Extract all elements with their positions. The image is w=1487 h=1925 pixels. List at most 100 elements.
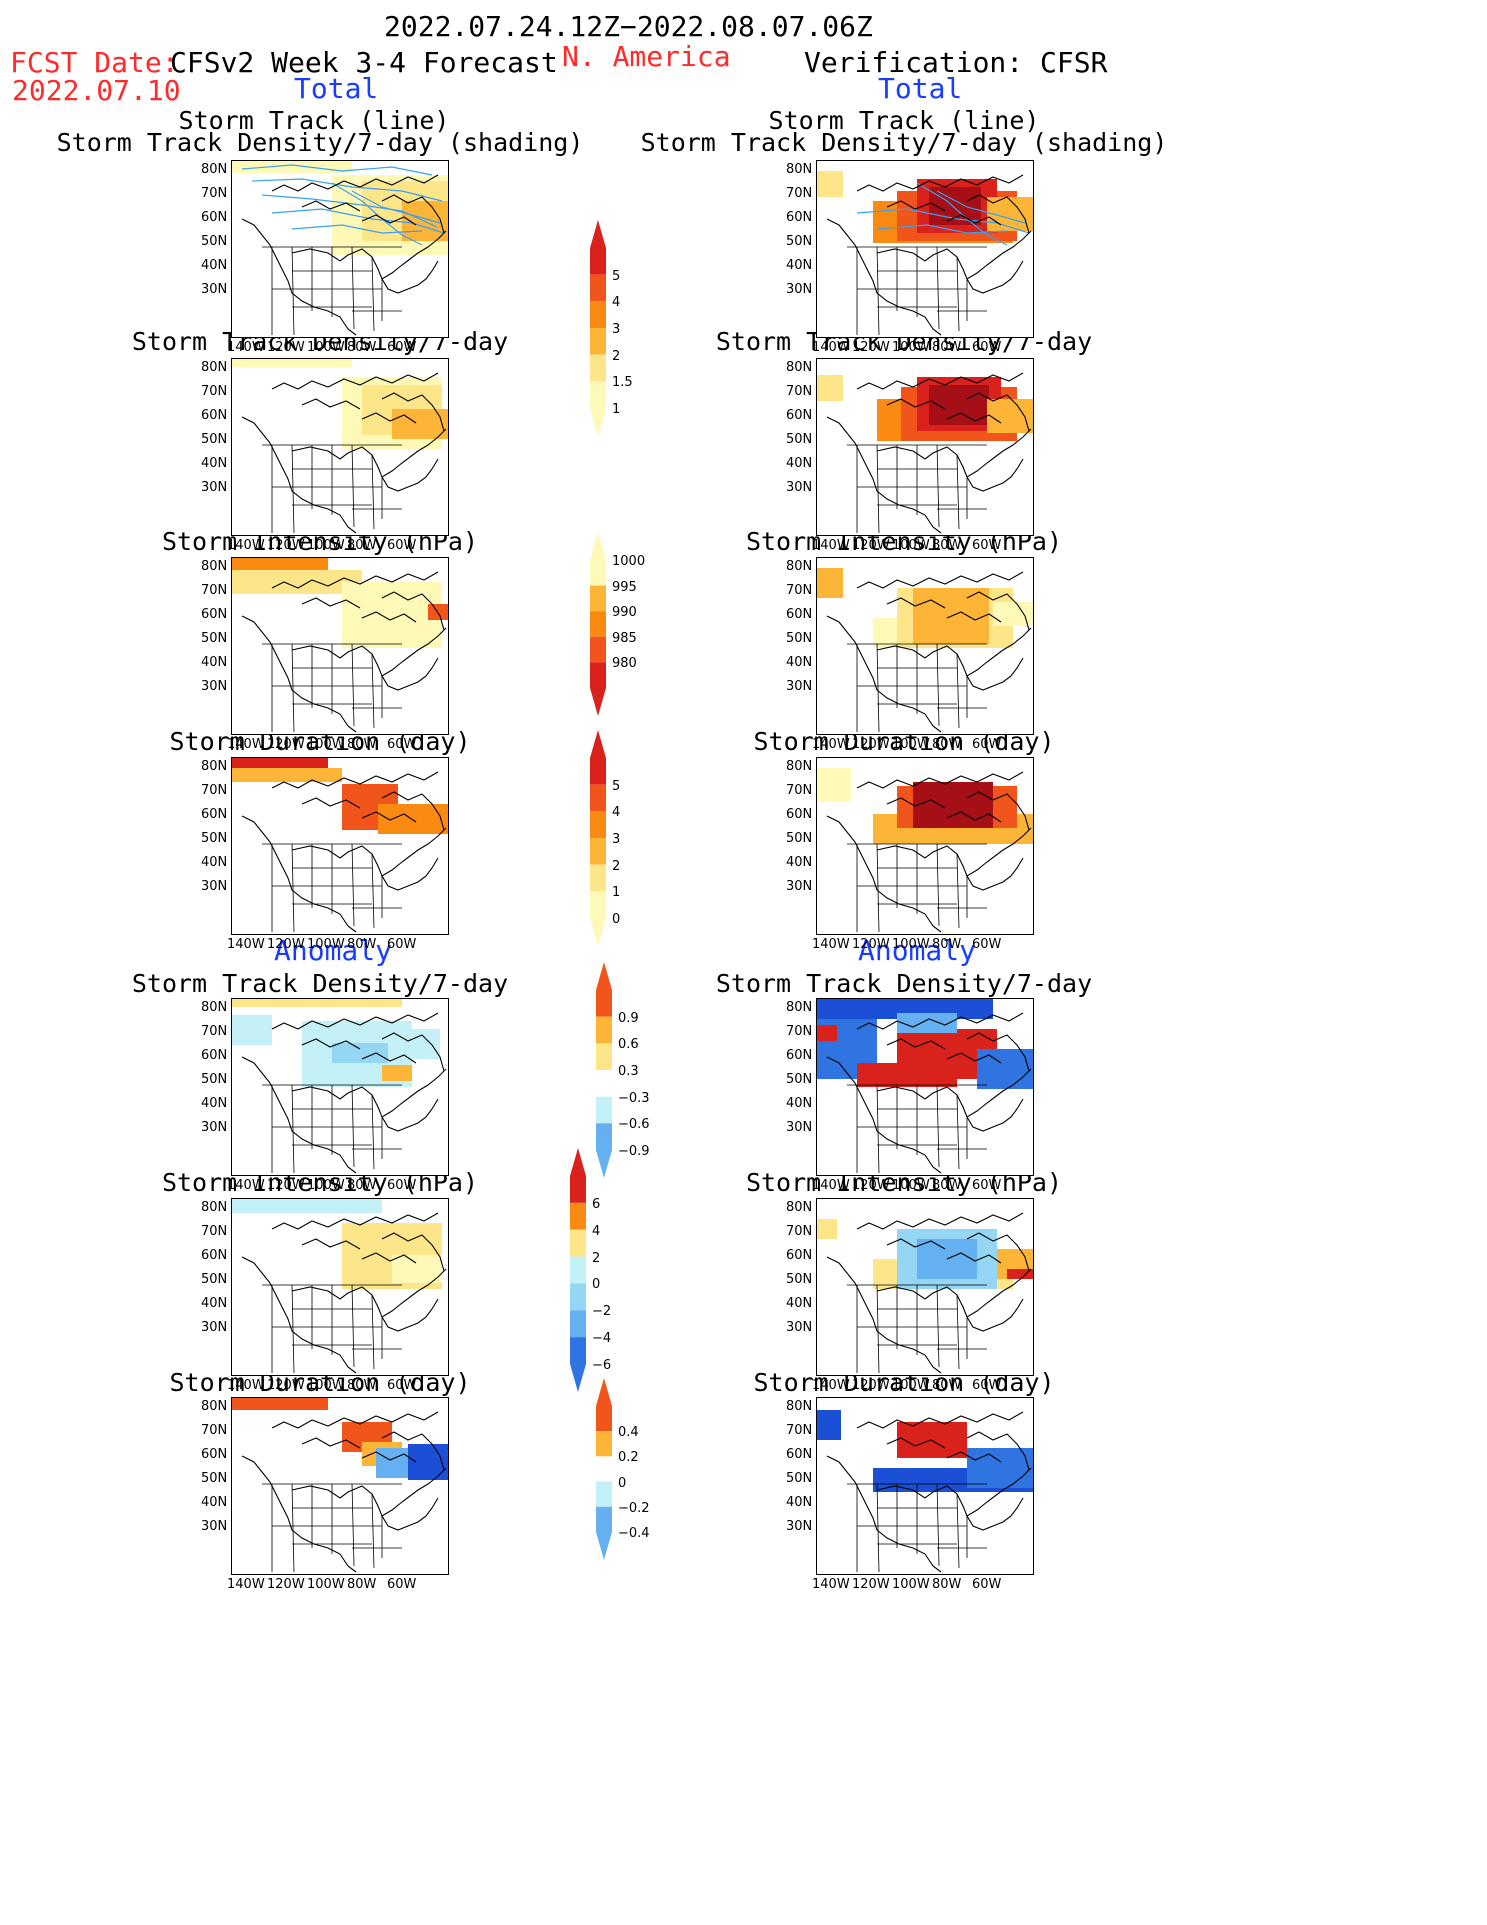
colorbar-anom-duration (594, 1376, 644, 1566)
colorbar-arrow (570, 1364, 586, 1392)
colorbar-swatch (596, 1431, 612, 1457)
coastline (241, 1212, 447, 1374)
lat-tick-label: 50N (786, 831, 813, 846)
lon-tick-label: 100W (307, 737, 345, 752)
colorbar-arrow (590, 688, 606, 716)
colorbar-swatch (570, 1283, 586, 1311)
colorbar-label: −4 (592, 1331, 612, 1347)
shade-cell (913, 782, 993, 828)
colorbar-swatch (570, 1256, 586, 1284)
lon-tick-label: 120W (852, 1378, 890, 1393)
shade-cell (977, 1049, 1033, 1089)
map-fcst-anom-density-plot (232, 999, 447, 1174)
lat-tick-label: 60N (786, 1048, 813, 1063)
lat-tick-label: 80N (786, 1399, 813, 1414)
colorbar-swatch (590, 301, 606, 328)
lon-tick-label: 100W (307, 340, 345, 355)
lat-tick-label: 50N (786, 432, 813, 447)
lat-tick-label: 40N (786, 855, 813, 870)
colorbar-label: 995 (612, 579, 637, 595)
lon-tick-label: 100W (892, 1378, 930, 1393)
lat-tick-label: 30N (786, 480, 813, 495)
lon-tick-label: 140W (227, 538, 265, 553)
right-total-label: Total (878, 72, 963, 105)
lon-tick-label: 140W (812, 1577, 850, 1592)
lat-tick-label: 40N (786, 456, 813, 471)
lon-tick-label: 80W (932, 340, 962, 355)
lat-tick-label: 30N (786, 1320, 813, 1335)
colorbar-label: 980 (612, 656, 637, 672)
colorbar-arrow (596, 962, 612, 990)
lat-tick-label: 60N (786, 807, 813, 822)
coastline (826, 571, 1032, 733)
colorbar-label: 0.2 (618, 1450, 639, 1466)
shade-cell (817, 1410, 841, 1440)
map-verif-anom-density-plot (817, 999, 1033, 1174)
coastline (826, 1411, 1032, 1573)
state-borders (847, 246, 987, 336)
region-label: N. America (562, 40, 731, 73)
shade-cell (817, 171, 843, 197)
lon-tick-label: 60W (972, 1178, 1002, 1193)
lon-tick-label: 120W (267, 937, 305, 952)
colorbar-swatch (570, 1337, 586, 1364)
track-line (351, 190, 441, 224)
track-line (241, 164, 433, 176)
lon-tick-label: 60W (387, 1178, 417, 1193)
map-verif-track (816, 160, 1034, 338)
coastline (241, 372, 447, 534)
lat-tick-label: 30N (786, 679, 813, 694)
lat-tick-label: 60N (201, 1447, 228, 1462)
lat-tick-label: 80N (201, 162, 228, 177)
lat-tick-label: 50N (201, 234, 228, 249)
colorbar-arrow (596, 1150, 612, 1178)
fcst-date: 2022.07.10 (12, 74, 181, 107)
lat-tick-label: 40N (201, 855, 228, 870)
lat-tick-label: 50N (786, 1072, 813, 1087)
colorbar-swatch (590, 354, 606, 382)
shade-cell (817, 375, 843, 401)
map-verif-track-plot (817, 171, 1033, 336)
colorbar-swatch (590, 662, 606, 688)
colorbar-label: 0.3 (618, 1064, 639, 1079)
lat-tick-label: 80N (786, 1000, 813, 1015)
shade-cell (817, 1219, 837, 1239)
track-line (856, 208, 1030, 234)
lat-tick-label: 70N (786, 1423, 813, 1438)
colorbar-anom-intensity (568, 1146, 618, 1398)
lon-tick-label: 60W (387, 340, 417, 355)
colorbar-swatch (590, 838, 606, 865)
colorbar-label: 985 (612, 630, 637, 646)
colorbar-arrow (590, 532, 606, 560)
map-fcst-anom-duration-plot (232, 1398, 448, 1573)
lat-tick-label: 30N (201, 879, 228, 894)
lat-tick-label: 70N (786, 783, 813, 798)
lat-tick-label: 60N (786, 607, 813, 622)
lon-tick-label: 140W (227, 937, 265, 952)
colorbar-swatch (570, 1176, 586, 1203)
lat-tick-label: 30N (786, 282, 813, 297)
state-borders (847, 1084, 987, 1174)
lat-tick-label: 30N (201, 1519, 228, 1534)
lat-tick-label: 60N (201, 807, 228, 822)
colorbar-swatch (596, 1481, 612, 1507)
lat-tick-label: 70N (201, 384, 228, 399)
map-verif-anom-duration-plot (817, 1410, 1033, 1573)
colorbar-swatch (590, 811, 606, 838)
colorbar-swatch (596, 1016, 612, 1044)
colorbar-label: 1.5 (612, 375, 633, 391)
map-fcst-density-plot (232, 359, 448, 534)
lat-tick-label: 80N (201, 1200, 228, 1215)
state-borders (262, 1284, 402, 1374)
lat-tick-label: 50N (786, 1272, 813, 1287)
lat-tick-label: 80N (786, 162, 813, 177)
lat-tick-label: 60N (201, 1048, 228, 1063)
lat-tick-label: 70N (786, 186, 813, 201)
lat-tick-label: 80N (786, 759, 813, 774)
colorbar-label: 1000 (612, 554, 646, 569)
lon-tick-label: 100W (892, 737, 930, 752)
lat-tick-label: 60N (201, 210, 228, 225)
colorbar-swatch (590, 381, 606, 408)
lon-tick-label: 80W (347, 737, 377, 752)
lon-tick-label: 140W (227, 737, 265, 752)
